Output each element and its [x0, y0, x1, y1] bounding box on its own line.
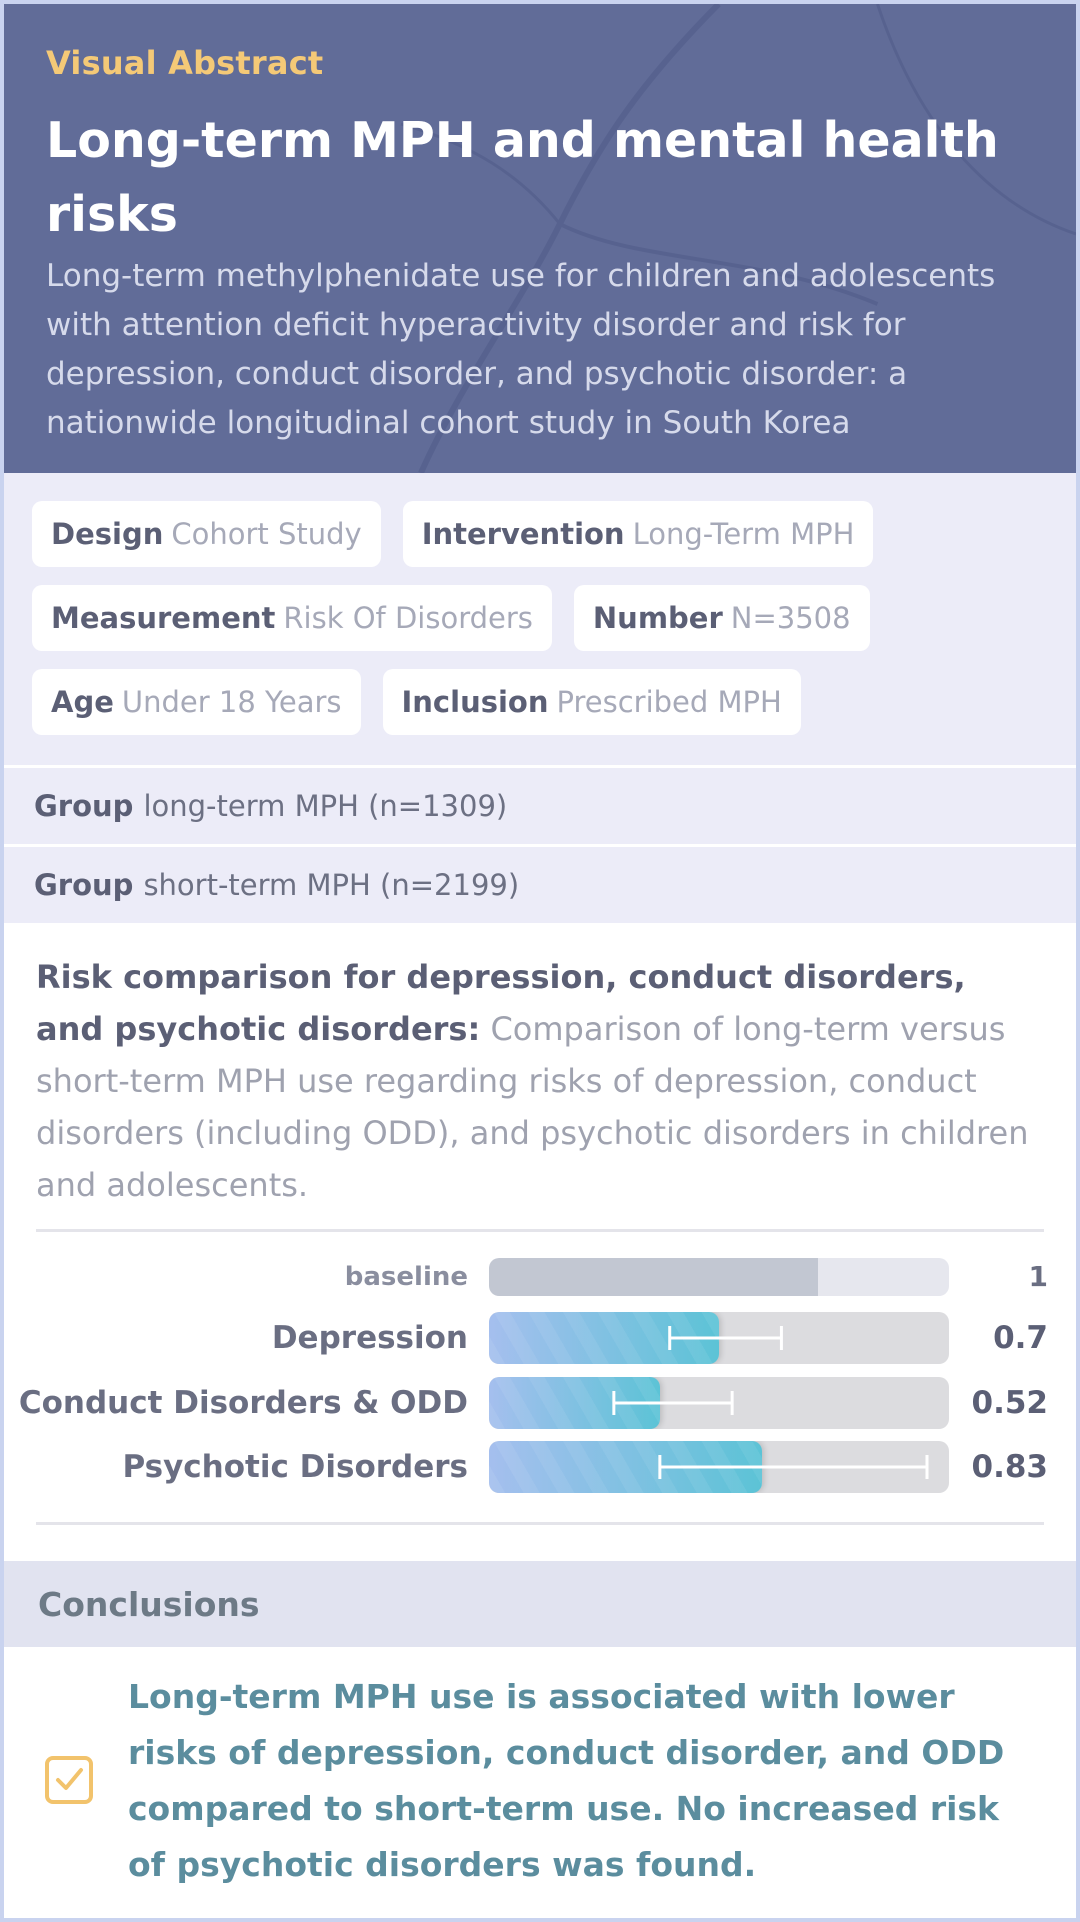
category-label: Conduct Disorders & ODD [18, 1385, 468, 1421]
tag-number: Number N=3508 [573, 585, 870, 651]
category-label: baseline [344, 1262, 468, 1292]
abstract-label: Visual Abstract [46, 44, 324, 82]
chart-row-depression: Depression 0.7 [36, 1312, 1048, 1364]
bar-track [489, 1312, 949, 1364]
bar-baseline [489, 1258, 818, 1296]
study-tags: Design Cohort Study Intervention Long-Term… [4, 473, 1076, 765]
chart-row-conduct-disorders-and-odd: Conduct Disorders & ODD 0.52 [19, 1377, 1049, 1429]
divider [36, 1522, 1044, 1525]
value-label: 0.52 [971, 1385, 1049, 1421]
tag-design: Design Cohort Study [32, 501, 381, 567]
error-bar [668, 1326, 783, 1350]
value-label: 1 [1028, 1260, 1048, 1293]
tag-inclusion: Inclusion Prescribed MPH [382, 669, 801, 735]
tag-intervention: Intervention Long-Term MPH [402, 501, 874, 567]
category-label: Psychotic Disorders [122, 1449, 468, 1485]
chart-row-psychotic-disorders: Psychotic Disorders 0.83 [36, 1441, 1048, 1493]
tag-age: Age Under 18 Years [32, 669, 361, 735]
result-heading: Risk comparison for depression, conduct … [36, 958, 966, 1048]
conclusions-heading: Conclusions [4, 1561, 1076, 1647]
error-bar [658, 1455, 929, 1479]
tag-measurement: Measurement Risk Of Disorders [32, 585, 552, 651]
result-description: Risk comparison for depression, conduct … [36, 951, 1044, 1211]
group-long-term: Group long-term MPH (n=1309) [4, 765, 1076, 844]
group-short-term: Group short-term MPH (n=2199) [4, 844, 1076, 923]
page-title: Long-term MPH and mental health risks [46, 112, 999, 243]
conclusion-text: Long-term MPH use is associated with low… [128, 1677, 1005, 1884]
bar-track [489, 1258, 949, 1296]
checkbox-checked-icon [45, 1756, 93, 1804]
chart-row-baseline: baseline 1 [36, 1258, 1048, 1296]
result-text: Comparison of long-term versus short-ter… [36, 1010, 1029, 1204]
value-label: 0.7 [993, 1320, 1048, 1356]
risk-chart: baseline 1 Depression 0.7 Conduct Disorders … [19, 1232, 1048, 1522]
category-label: Depression [271, 1320, 468, 1356]
background-texture [400, 4, 1076, 473]
error-bar [612, 1391, 734, 1415]
divider [36, 1229, 1044, 1232]
result-section: Risk comparison for depression, conduct … [4, 923, 1076, 1525]
conclusions-body: Long-term MPH use is associated with low… [4, 1647, 1076, 1893]
header: Visual Abstract Long-term MPH and mental… [4, 4, 1076, 473]
value-label: 0.83 [971, 1449, 1049, 1485]
study-subtitle: Long-term methylphenidate use for childr… [46, 258, 996, 441]
